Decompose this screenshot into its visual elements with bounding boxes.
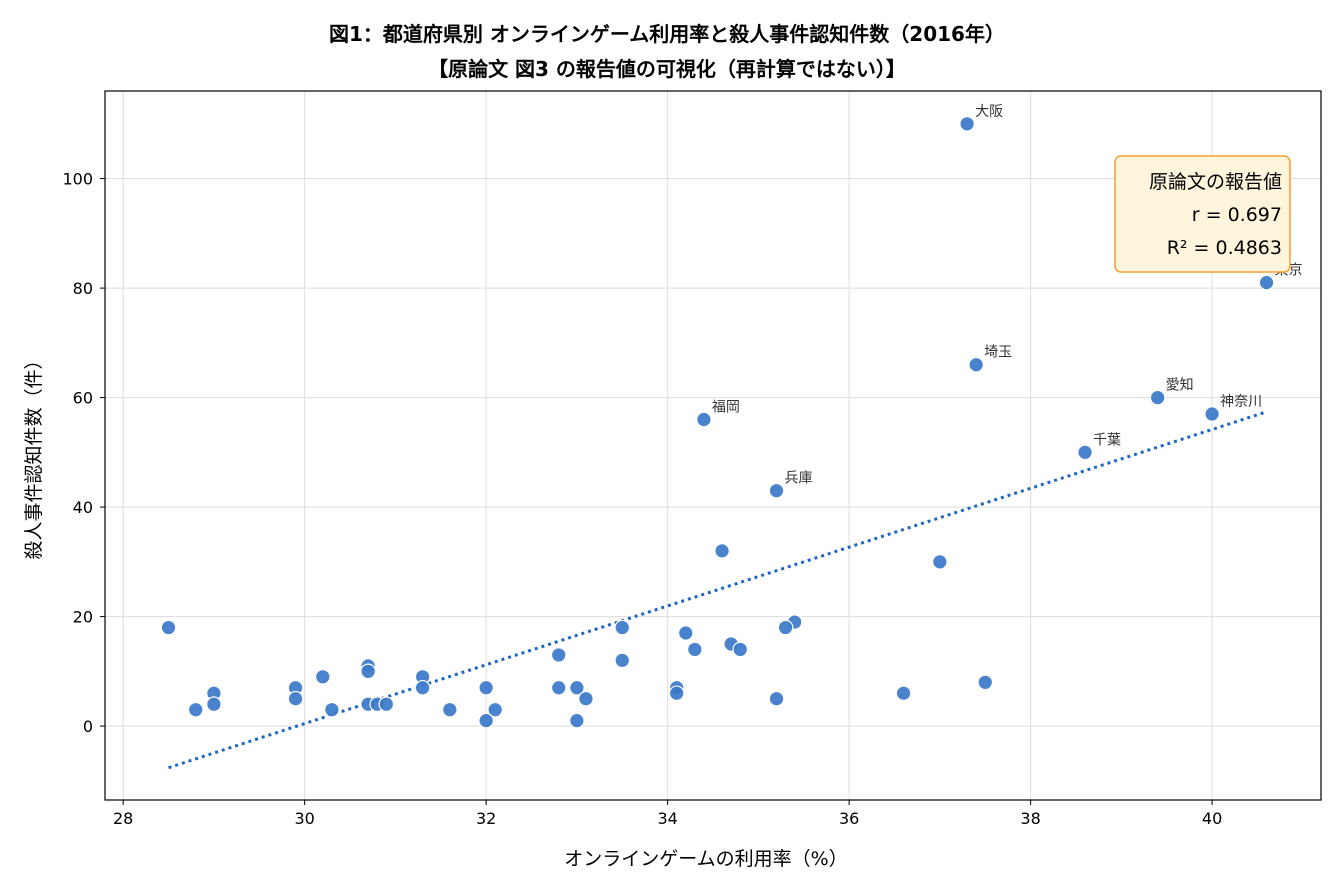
x-tick-label: 34 [657,809,677,828]
data-point [378,696,395,712]
trendline [168,410,1268,770]
trendline-layer [168,410,1268,770]
point-label: 大阪 [975,104,1003,120]
data-point [687,641,703,658]
data-point [324,701,340,718]
data-point [1149,389,1166,406]
data-point [287,690,304,707]
data-point [768,690,785,707]
data-point [895,685,912,702]
stats-box-frame [1114,155,1291,273]
data-point [614,619,631,636]
axis-ticks: 28 30 32 34 36 38 40 0 20 40 60 80 100 [62,170,1222,828]
data-point [360,663,376,680]
x-tick-label: 30 [294,809,314,828]
x-tick-label: 40 [1202,809,1222,828]
data-point [314,669,331,685]
point-label: 神奈川 [1220,394,1262,410]
plot-frame [104,90,1322,801]
y-tick-label: 100 [62,170,93,189]
point-label: 兵庫 [785,470,813,487]
data-point [1258,274,1275,291]
point-label: 福岡 [712,399,740,415]
data-point [932,554,948,570]
y-tick-label: 60 [73,389,93,408]
chart-subtitle: 【原論文 図3 の報告値の可視化（再計算ではない）】 [428,57,906,81]
chart-title: 図1：都道府県別 オンラインゲーム利用率と殺人事件認知件数（2016年） [329,22,1005,46]
data-point [206,696,222,712]
data-point [1077,444,1093,461]
data-point [696,411,712,428]
stats-box-r: r = 0.697 [1192,204,1282,226]
data-point [414,679,431,696]
data-point [714,543,730,559]
data-point [668,685,685,702]
data-point [160,619,177,636]
data-point [187,701,204,718]
x-tick-label: 36 [839,809,859,828]
y-axis-label: 殺人事件認知件数（件） [23,350,45,559]
data-point [478,679,494,696]
data-point [732,641,749,658]
point-label: 愛知 [1166,377,1194,394]
data-point [442,701,458,718]
stats-box: 原論文の報告値 r = 0.697 R² = 0.4863 [1114,155,1291,273]
x-tick-label: 38 [1020,809,1040,828]
data-point [569,679,585,696]
data-point [677,625,694,641]
data-point [1204,406,1220,422]
data-point [959,116,975,132]
y-tick-label: 20 [73,608,93,627]
y-tick-label: 0 [83,717,93,736]
data-point [768,482,785,499]
point-label: 千葉 [1093,432,1121,448]
data-point [777,619,794,636]
data-point [614,652,631,669]
data-point [578,690,594,707]
data-point [487,701,504,718]
point-label: 埼玉 [984,345,1012,361]
data-point [478,712,494,729]
point-annotations: 大阪東京埼玉愛知神奈川福岡千葉兵庫 [712,104,1303,487]
stats-box-heading: 原論文の報告値 [1149,171,1282,193]
data-point [977,674,994,691]
data-points [160,116,1275,729]
stats-box-r2: R² = 0.4863 [1167,237,1282,259]
data-point [550,679,567,696]
y-tick-label: 40 [73,498,93,517]
x-tick-label: 28 [113,809,133,828]
data-point [550,647,567,663]
x-tick-label: 32 [476,809,496,828]
y-tick-label: 80 [73,279,93,298]
data-point [569,712,585,729]
x-axis-label: オンラインゲームの利用率（%） [564,848,848,870]
data-point [968,356,984,373]
